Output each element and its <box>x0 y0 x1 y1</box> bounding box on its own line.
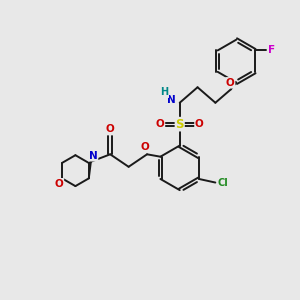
Text: Cl: Cl <box>218 178 228 188</box>
Text: O: O <box>55 179 63 189</box>
Text: O: O <box>195 119 204 129</box>
Text: H: H <box>160 87 168 97</box>
Text: O: O <box>226 78 235 88</box>
Text: O: O <box>156 119 164 129</box>
Text: O: O <box>106 124 115 134</box>
Text: F: F <box>268 45 275 56</box>
Text: N: N <box>167 95 176 105</box>
Text: O: O <box>140 142 149 152</box>
Text: N: N <box>89 151 98 161</box>
Text: S: S <box>176 118 184 130</box>
